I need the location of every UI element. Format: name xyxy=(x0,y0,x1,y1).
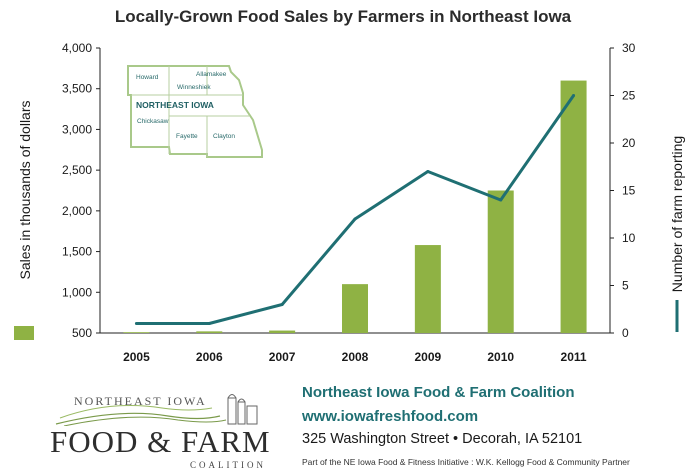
line-point-2011 xyxy=(572,94,576,97)
logo-top-text: NORTHEAST IOWA xyxy=(74,394,207,408)
partner-note: Part of the NE Iowa Food & Fitness Initi… xyxy=(302,457,630,467)
y-tick-label-left: 500 xyxy=(72,326,92,340)
county-label: Allamakee xyxy=(196,71,227,78)
x-tick-label: 2006 xyxy=(196,350,223,364)
y-tick-label-right: 20 xyxy=(622,136,636,150)
y-tick-label-right: 0 xyxy=(622,326,629,340)
logo-silo-art xyxy=(55,394,258,426)
y-tick-label-right: 5 xyxy=(622,279,629,293)
bar-2006 xyxy=(196,331,223,333)
bar-2007 xyxy=(269,330,296,333)
x-ticks: 2005 2006 2007 2008 2009 2010 2011 xyxy=(123,350,587,364)
x-tick-label: 2010 xyxy=(487,350,514,364)
line-point-2010 xyxy=(499,198,503,202)
y-tick-label-right: 25 xyxy=(622,89,636,103)
coalition-logo: NORTHEAST IOWA FOOD & FARM COALITION xyxy=(50,386,282,474)
line-series xyxy=(134,94,576,325)
y-tick-label-right: 15 xyxy=(622,184,636,198)
map-title: NORTHEAST IOWA xyxy=(136,100,214,110)
bar-2008 xyxy=(342,284,368,333)
logo-sub-text: COALITION xyxy=(190,460,266,470)
legend-swatch-sales xyxy=(14,326,34,340)
bar-2010 xyxy=(487,190,514,333)
bar-series xyxy=(123,80,587,333)
county-label: Fayette xyxy=(176,133,198,140)
y-tick-label-left: 2,500 xyxy=(62,163,92,177)
line-point-2005 xyxy=(134,322,138,325)
footer: NORTHEAST IOWA FOOD & FARM COALITION Nor… xyxy=(0,372,686,474)
y-tick-label-left: 3,500 xyxy=(62,82,92,96)
x-tick-label: 2007 xyxy=(269,350,296,364)
x-tick-label: 2008 xyxy=(342,350,369,364)
logo-main-text: FOOD & FARM xyxy=(50,424,271,459)
y-tick-label-left: 4,000 xyxy=(62,41,92,55)
bar-2011 xyxy=(560,80,587,333)
county-label: Howard xyxy=(136,74,159,81)
x-tick-label: 2005 xyxy=(123,350,150,364)
y-tick-label-right: 10 xyxy=(622,231,636,245)
line-point-2006 xyxy=(207,322,211,325)
y-axis-title-right: Number of farm reporting xyxy=(669,136,685,292)
y-tick-label-left: 3,000 xyxy=(62,122,92,136)
inset-map: Howard Allamakee Winneshiek Chickasaw Fa… xyxy=(127,65,263,158)
x-tick-label: 2011 xyxy=(561,350,587,364)
y-axis-title-left-group: Sales in thousands of dollars xyxy=(17,101,33,280)
y-tick-label-left: 1,500 xyxy=(62,245,92,259)
y-tick-label-left: 2,000 xyxy=(62,204,92,218)
county-label: Chickasaw xyxy=(137,118,169,125)
bar-2005 xyxy=(123,332,150,333)
line-point-2009 xyxy=(426,170,430,173)
county-label: Winneshiek xyxy=(177,84,211,91)
y-axis-title-left: Sales in thousands of dollars xyxy=(17,101,33,280)
line-point-2008 xyxy=(353,217,357,221)
y-tick-label-right: 30 xyxy=(622,41,636,55)
map-outline xyxy=(127,65,263,158)
x-tick-label: 2009 xyxy=(415,350,442,364)
line-point-2007 xyxy=(280,303,284,306)
y-axis-title-right-group: Number of farm reporting xyxy=(669,136,685,292)
org-name: Northeast Iowa Food & Farm Coalition xyxy=(302,384,575,401)
county-label: Clayton xyxy=(213,133,235,140)
org-address: 325 Washington Street • Decorah, IA 5210… xyxy=(302,431,583,447)
chart: Locally-Grown Food Sales by Farmers in N… xyxy=(14,7,685,364)
y-ticks-right: 0 5 10 15 20 25 30 xyxy=(610,41,636,340)
chart-title: Locally-Grown Food Sales by Farmers in N… xyxy=(115,7,572,26)
y-ticks-left: 500 1,000 1,500 2,000 2,500 3,000 3,500 4,000 xyxy=(62,41,100,340)
org-url-link[interactable]: www.iowafreshfood.com xyxy=(302,408,479,425)
y-tick-label-left: 1,000 xyxy=(62,285,92,299)
bar-2009 xyxy=(414,245,441,333)
